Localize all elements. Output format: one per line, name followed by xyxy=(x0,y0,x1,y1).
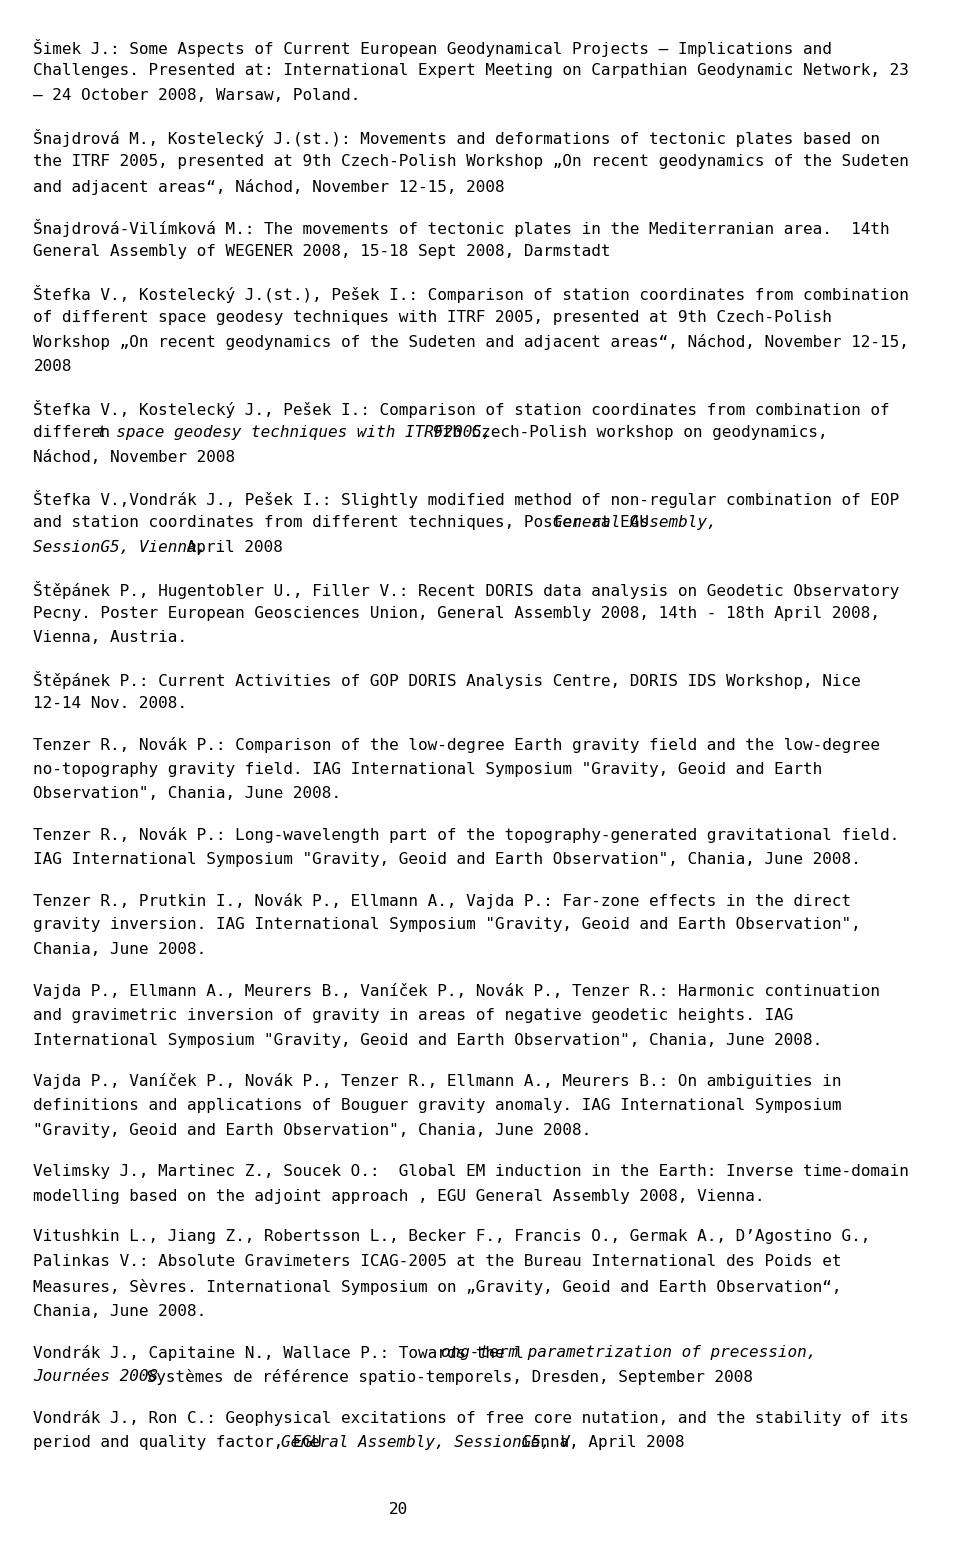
Text: Tenzer R., Novák P.: Comparison of the low-degree Earth gravity field and the lo: Tenzer R., Novák P.: Comparison of the l… xyxy=(34,737,880,752)
Text: Palinkas V.: Absolute Gravimeters ICAG-2005 at the Bureau International des Poid: Palinkas V.: Absolute Gravimeters ICAG-2… xyxy=(34,1255,842,1268)
Text: Vienna, Austria.: Vienna, Austria. xyxy=(34,630,187,646)
Text: Vondrák J., Capitaine N., Wallace P.: Towards the l: Vondrák J., Capitaine N., Wallace P.: To… xyxy=(34,1344,524,1361)
Text: of different space geodesy techniques with ITRF 2005, presented at 9th Czech-Pol: of different space geodesy techniques wi… xyxy=(34,309,832,324)
Text: April 2008: April 2008 xyxy=(178,539,283,555)
Text: Vajda P., Vaníček P., Novák P., Tenzer R., Ellmann A., Meurers B.: On ambiguitie: Vajda P., Vaníček P., Novák P., Tenzer R… xyxy=(34,1074,842,1089)
Text: Vitushkin L., Jiang Z., Robertsson L., Becker F., Francis O., Germak A., D’Agost: Vitushkin L., Jiang Z., Robertsson L., B… xyxy=(34,1230,871,1244)
Text: Tenzer R., Novák P.: Long-wavelength part of the topography-generated gravitatio: Tenzer R., Novák P.: Long-wavelength par… xyxy=(34,827,900,844)
Text: Vondrák J., Ron C.: Geophysical excitations of free core nutation, and the stabi: Vondrák J., Ron C.: Geophysical excitati… xyxy=(34,1411,909,1426)
Text: and gravimetric inversion of gravity in areas of negative geodetic heights. IAG: and gravimetric inversion of gravity in … xyxy=(34,1007,794,1023)
Text: 2008: 2008 xyxy=(34,360,72,374)
Text: IAG International Symposium "Gravity, Geoid and Earth Observation", Chania, June: IAG International Symposium "Gravity, Ge… xyxy=(34,851,861,867)
Text: 9th Czech-Polish workshop on geodynamics,: 9th Czech-Polish workshop on geodynamics… xyxy=(433,425,828,440)
Text: Journées 2008: Journées 2008 xyxy=(34,1369,158,1384)
Text: International Symposium "Gravity, Geoid and Earth Observation", Chania, June 200: International Symposium "Gravity, Geoid … xyxy=(34,1032,823,1048)
Text: Systèmes de référence spatio-temporels, Dresden, September 2008: Systèmes de référence spatio-temporels, … xyxy=(137,1369,754,1386)
Text: SessionG5, Vienna,: SessionG5, Vienna, xyxy=(34,539,206,555)
Text: modelling based on the adjoint approach , EGU General Assembly 2008, Vienna.: modelling based on the adjoint approach … xyxy=(34,1188,765,1204)
Text: Šnajdrová M., Kostelecký J.(st.): Movements and deformations of tectonic plates : Šnajdrová M., Kostelecký J.(st.): Moveme… xyxy=(34,128,880,147)
Text: Šnajdrová-Vilímková M.: The movements of tectonic plates in the Mediterranian ar: Šnajdrová-Vilímková M.: The movements of… xyxy=(34,219,890,238)
Text: definitions and applications of Bouguer gravity anomaly. IAG International Sympo: definitions and applications of Bouguer … xyxy=(34,1098,842,1114)
Text: Chania, June 2008.: Chania, June 2008. xyxy=(34,1304,206,1319)
Text: Measures, Sèvres. International Symposium on „Gravity, Geoid and Earth Observati: Measures, Sèvres. International Symposiu… xyxy=(34,1279,842,1295)
Text: Šimek J.: Some Aspects of Current European Geodynamical Projects – Implications : Šimek J.: Some Aspects of Current Europe… xyxy=(34,39,832,57)
Text: Štěpánek P.: Current Activities of GOP DORIS Analysis Centre, DORIS IDS Workshop: Štěpánek P.: Current Activities of GOP D… xyxy=(34,671,861,689)
Text: Štěpánek P., Hugentobler U., Filler V.: Recent DORIS data analysis on Geodetic O: Štěpánek P., Hugentobler U., Filler V.: … xyxy=(34,581,900,599)
Text: Štefka V., Kostelecký J.(st.), Pešek I.: Comparison of station coordinates from : Štefka V., Kostelecký J.(st.), Pešek I.:… xyxy=(34,284,909,303)
Text: period and quality factor, EGU: period and quality factor, EGU xyxy=(34,1435,332,1449)
Text: Velimsky J., Martinec Z., Soucek O.:  Global EM induction in the Earth: Inverse : Velimsky J., Martinec Z., Soucek O.: Glo… xyxy=(34,1163,909,1179)
Text: General Assembly of WEGENER 2008, 15-18 Sept 2008, Darmstadt: General Assembly of WEGENER 2008, 15-18 … xyxy=(34,244,611,260)
Text: "Gravity, Geoid and Earth Observation", Chania, June 2008.: "Gravity, Geoid and Earth Observation", … xyxy=(34,1123,591,1139)
Text: t space geodesy techniques with ITRF2005,: t space geodesy techniques with ITRF2005… xyxy=(97,425,502,440)
Text: Vajda P., Ellmann A., Meurers B., Vaníček P., Novák P., Tenzer R.: Harmonic cont: Vajda P., Ellmann A., Meurers B., Vaníče… xyxy=(34,983,880,1000)
Text: Tenzer R., Prutkin I., Novák P., Ellmann A., Vajda P.: Far-zone effects in the d: Tenzer R., Prutkin I., Novák P., Ellmann… xyxy=(34,893,852,908)
Text: Chania, June 2008.: Chania, June 2008. xyxy=(34,942,206,958)
Text: Náchod, November 2008: Náchod, November 2008 xyxy=(34,450,235,465)
Text: General Assembly, SessionG5, V: General Assembly, SessionG5, V xyxy=(281,1435,570,1449)
Text: Observation", Chania, June 2008.: Observation", Chania, June 2008. xyxy=(34,786,342,802)
Text: differen: differen xyxy=(34,425,110,440)
Text: gravity inversion. IAG International Symposium "Gravity, Geoid and Earth Observa: gravity inversion. IAG International Sym… xyxy=(34,918,861,933)
Text: Pecny. Poster European Geosciences Union, General Assembly 2008, 14th - 18th Apr: Pecny. Poster European Geosciences Union… xyxy=(34,606,880,621)
Text: the ITRF 2005, presented at 9th Czech-Polish Workshop „On recent geodynamics of : the ITRF 2005, presented at 9th Czech-Po… xyxy=(34,154,909,168)
Text: 12-14 Nov. 2008.: 12-14 Nov. 2008. xyxy=(34,695,187,711)
Text: 20: 20 xyxy=(389,1502,408,1517)
Text: Štefka V., Kostelecký J., Pešek I.: Comparison of station coordinates from combi: Štefka V., Kostelecký J., Pešek I.: Comp… xyxy=(34,400,890,419)
Text: ienna, April 2008: ienna, April 2008 xyxy=(521,1435,684,1449)
Text: – 24 October 2008, Warsaw, Poland.: – 24 October 2008, Warsaw, Poland. xyxy=(34,88,361,104)
Text: Štefka V.,Vondrák J., Pešek I.: Slightly modified method of non-regular combinat: Štefka V.,Vondrák J., Pešek I.: Slightly… xyxy=(34,490,900,508)
Text: Challenges. Presented at: International Expert Meeting on Carpathian Geodynamic : Challenges. Presented at: International … xyxy=(34,63,909,79)
Text: General Assembly,: General Assembly, xyxy=(553,514,717,530)
Text: Workshop „On recent geodynamics of the Sudeten and adjacent areas“, Náchod, Nove: Workshop „On recent geodynamics of the S… xyxy=(34,334,909,351)
Text: and station coordinates from different techniques, Poster at EGU: and station coordinates from different t… xyxy=(34,514,660,530)
Text: ong-term parametrization of precession,: ong-term parametrization of precession, xyxy=(442,1344,817,1360)
Text: and adjacent areas“, Náchod, November 12-15, 2008: and adjacent areas“, Náchod, November 12… xyxy=(34,179,505,195)
Text: no-topography gravity field. IAG International Symposium "Gravity, Geoid and Ear: no-topography gravity field. IAG Interna… xyxy=(34,762,823,777)
